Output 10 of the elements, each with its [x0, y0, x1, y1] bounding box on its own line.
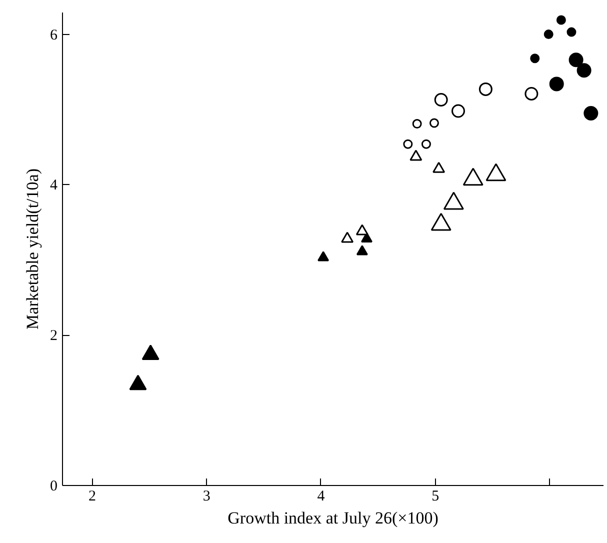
x-tick-label: 2	[88, 488, 96, 504]
y-tick-label: 2	[50, 328, 58, 344]
x-tick-label: 3	[202, 488, 210, 504]
y-axis-title: Marketable yield(t/10a)	[23, 168, 42, 330]
y-tick-label: 6	[50, 27, 58, 44]
x-tick-label: 5	[432, 488, 440, 504]
x-axis-title: Growth index at July 26(×100)	[228, 508, 438, 528]
x-tick-label: 4	[317, 488, 326, 504]
y-tick-label: 4	[50, 178, 58, 194]
y-tick-label: 0	[50, 478, 58, 494]
